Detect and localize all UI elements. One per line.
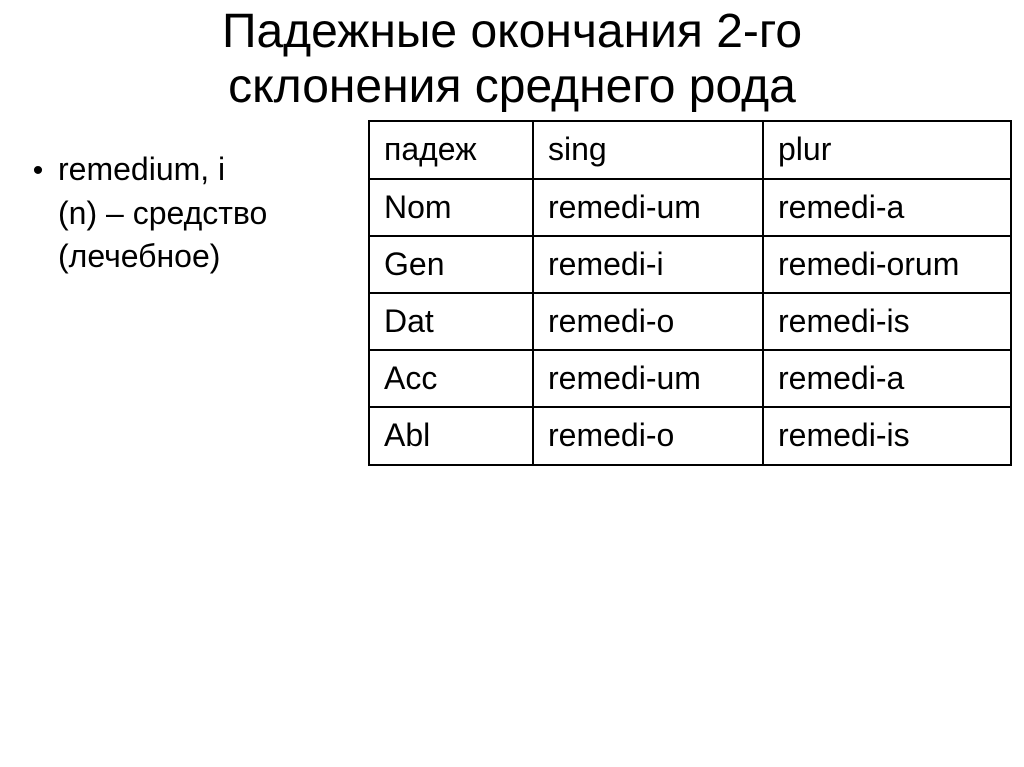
table-row: Nom remedi-um remedi-a [369,179,1011,236]
table-row: падеж sing plur [369,121,1011,178]
table-cell: Abl [369,407,533,464]
title-line-2: склонения среднего рода [228,60,796,113]
declension-table: падеж sing plur Nom remedi-um remedi-a G… [368,120,1012,465]
title-line-1: Падежные окончания 2-го [222,5,802,58]
table-cell: Dat [369,293,533,350]
table-cell: remedi-o [533,407,763,464]
bullet-glyph: • [18,148,58,186]
table-row: Dat remedi-o remedi-is [369,293,1011,350]
content-row: • remedium, i (n) – средство (лечебное) … [10,120,1014,465]
slide-root: Падежные окончания 2-го склонения средне… [0,0,1024,767]
example-line-2: (n) – средство [58,195,267,231]
example-line-3: (лечебное) [58,238,220,274]
table-row: Abl remedi-o remedi-is [369,407,1011,464]
slide-title: Падежные окончания 2-го склонения средне… [10,4,1014,114]
left-column: • remedium, i (n) – средство (лечебное) [10,120,368,278]
table-row: Gen remedi-i remedi-orum [369,236,1011,293]
table-cell: remedi-um [533,179,763,236]
table-header-cell: падеж [369,121,533,178]
table-cell: remedi-a [763,350,1011,407]
right-column: падеж sing plur Nom remedi-um remedi-a G… [368,120,1014,465]
table-cell: remedi-is [763,293,1011,350]
table-header-cell: plur [763,121,1011,178]
table-cell: remedi-orum [763,236,1011,293]
bullet-item: • remedium, i (n) – средство (лечебное) [18,148,368,278]
example-line-1: remedium, i [58,151,225,187]
table-cell: remedi-is [763,407,1011,464]
table-cell: remedi-o [533,293,763,350]
table-cell: Nom [369,179,533,236]
table-row: Acc remedi-um remedi-a [369,350,1011,407]
example-text: remedium, i (n) – средство (лечебное) [58,148,267,278]
table-header-cell: sing [533,121,763,178]
table-cell: remedi-um [533,350,763,407]
table-cell: remedi-i [533,236,763,293]
table-cell: Acc [369,350,533,407]
table-cell: Gen [369,236,533,293]
table-cell: remedi-a [763,179,1011,236]
